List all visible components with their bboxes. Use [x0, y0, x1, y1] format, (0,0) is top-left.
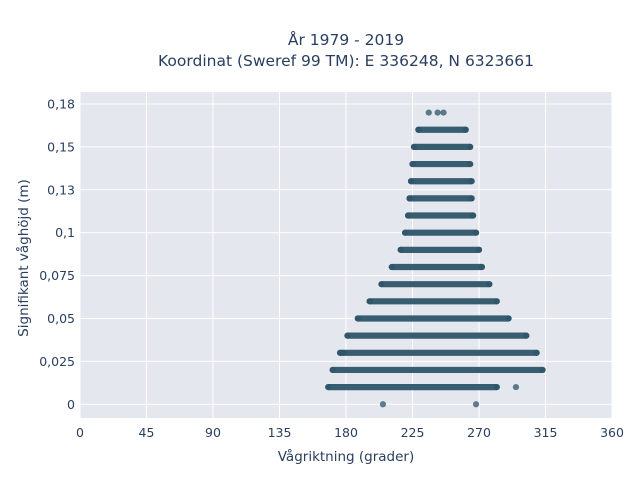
data-point: [505, 315, 512, 322]
data-point: [434, 109, 441, 116]
x-tick-label: 135: [268, 425, 292, 440]
data-point: [469, 212, 477, 219]
data-point: [478, 263, 486, 271]
data-point: [486, 281, 493, 288]
data-point: [397, 246, 404, 253]
data-points: [325, 109, 546, 408]
y-tick-label: 0,18: [47, 97, 75, 112]
data-point: [410, 143, 418, 151]
x-tick-label: 90: [205, 425, 221, 440]
data-point: [325, 384, 332, 391]
y-tick-label: 0: [67, 397, 75, 412]
x-tick-label: 270: [467, 425, 491, 440]
y-axis-title: Signifikant våghöjd (m): [15, 179, 32, 337]
data-point: [472, 229, 480, 236]
data-point: [493, 298, 500, 305]
y-tick-label: 0,05: [47, 311, 75, 326]
data-point: [339, 349, 347, 356]
data-point: [512, 384, 520, 391]
data-point: [523, 332, 530, 339]
x-tick-label: 45: [139, 425, 155, 440]
x-tick-label: 0: [76, 425, 84, 440]
x-axis-title: Vågriktning (grader): [278, 448, 415, 465]
data-point: [407, 178, 415, 185]
data-point: [440, 109, 447, 116]
data-point: [354, 315, 361, 322]
chart-title-line-2: Koordinat (Sweref 99 TM): E 336248, N 63…: [158, 52, 534, 70]
x-tick-label: 180: [334, 425, 358, 440]
y-tick-label: 0,075: [39, 268, 75, 283]
data-point: [388, 263, 395, 271]
x-tick-label: 360: [600, 425, 624, 440]
data-point: [379, 401, 387, 408]
chart-title-line-1: År 1979 - 2019: [288, 30, 404, 49]
data-point: [415, 126, 422, 133]
data-point: [539, 366, 546, 374]
data-point: [468, 195, 475, 202]
data-point: [467, 143, 474, 151]
data-point: [467, 160, 474, 168]
data-point: [404, 212, 412, 219]
data-point: [468, 178, 475, 185]
y-tick-label: 0,025: [39, 354, 75, 369]
tick-labels: 0 45 90 135 180 225 270 315 360 0 0,025 0,05 0,075 0,…: [39, 97, 624, 440]
data-point: [462, 126, 469, 133]
data-point: [425, 109, 432, 116]
data-point: [475, 246, 483, 253]
data-point: [402, 229, 409, 236]
data-point: [406, 195, 413, 202]
data-point: [344, 332, 351, 339]
data-point: [472, 401, 480, 408]
data-point: [366, 298, 373, 305]
data-point: [533, 349, 540, 356]
y-tick-label: 0,15: [47, 139, 75, 154]
data-point: [409, 160, 416, 168]
data-point: [493, 384, 500, 391]
y-tick-label: 0,1: [55, 225, 75, 240]
data-point: [329, 366, 336, 374]
grid-lines: [79, 92, 613, 418]
x-tick-label: 315: [534, 425, 558, 440]
x-tick-label: 225: [401, 425, 425, 440]
data-point: [378, 281, 385, 288]
y-tick-label: 0,13: [47, 182, 75, 197]
